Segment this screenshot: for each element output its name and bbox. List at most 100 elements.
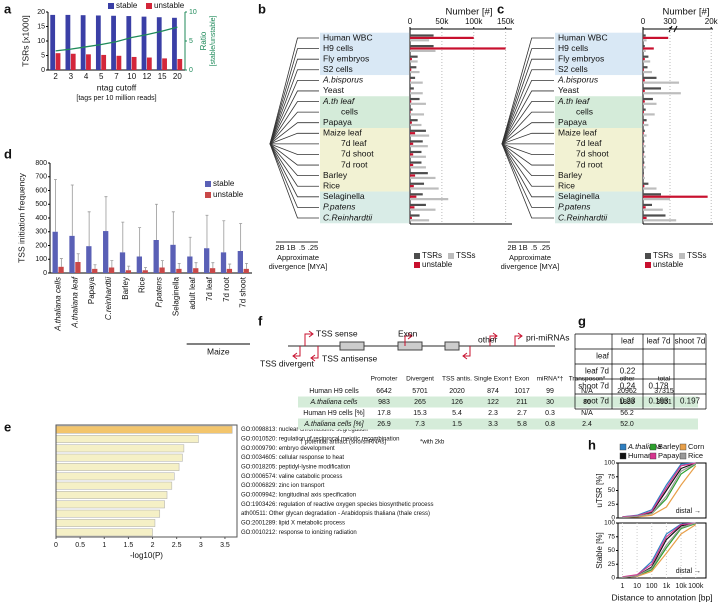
legend-swatch xyxy=(108,3,114,9)
legend-swatch xyxy=(619,443,627,451)
bar xyxy=(65,14,71,70)
bar xyxy=(103,231,109,273)
y-tick-label: 600 xyxy=(35,187,47,194)
legend-label: TSSs xyxy=(687,251,707,260)
bar xyxy=(55,500,165,509)
bar xyxy=(643,193,661,196)
bar xyxy=(410,102,426,105)
bar xyxy=(177,58,183,70)
bar xyxy=(643,166,646,169)
tree-branch xyxy=(501,48,554,145)
bar xyxy=(643,123,649,127)
error-bar xyxy=(87,211,91,247)
diagram-label: pri-miRNAs xyxy=(526,332,569,342)
scale-title: Approximate xyxy=(509,253,551,262)
species-label: cells xyxy=(576,106,593,116)
legend-swatch xyxy=(205,192,211,198)
bar xyxy=(643,172,644,175)
bar xyxy=(643,102,657,105)
y-label: TSS initiation frequency xyxy=(16,172,26,263)
table-cell: 0.8 xyxy=(545,421,555,428)
x-tick-label: 0.5 xyxy=(75,542,85,549)
go-term-label: GO:0006574: valine catabolic process xyxy=(241,474,342,480)
table-cell: 0.197 xyxy=(680,397,701,406)
table-cell: 26.9 xyxy=(377,421,391,428)
table-cell: N/A xyxy=(581,388,593,395)
exon-box xyxy=(444,341,460,351)
arrow xyxy=(489,332,498,346)
bar xyxy=(643,195,708,198)
legend-swatch xyxy=(205,181,211,187)
tree-branch xyxy=(269,48,319,144)
bar xyxy=(58,266,64,273)
bar xyxy=(410,49,436,52)
y-tick-label: 15 xyxy=(37,23,45,30)
group-band xyxy=(555,32,642,76)
bar xyxy=(126,16,132,71)
diagram-label: TSS sense xyxy=(316,328,358,338)
legend-label: Barley xyxy=(658,442,680,451)
bar xyxy=(410,81,423,84)
tree-branch xyxy=(501,58,554,145)
x-tick-label: 10 xyxy=(633,583,641,590)
bar xyxy=(643,182,649,185)
bar xyxy=(410,57,412,61)
tree-branch xyxy=(501,90,554,145)
bar xyxy=(643,110,644,114)
species-label: A.bisporus xyxy=(557,75,599,85)
diagram-f: TSS sense TSS antisense TSS divergent Ex… xyxy=(260,328,569,368)
table-cell: 265 xyxy=(414,399,426,406)
y-label: Stable [%] xyxy=(595,532,604,568)
table-cell: N/A xyxy=(581,410,593,417)
y2-tick-label: 0 xyxy=(189,67,193,74)
error-bar xyxy=(171,211,175,245)
species-label: Yeast xyxy=(323,85,345,95)
error-bar xyxy=(127,265,131,271)
bar xyxy=(410,119,418,122)
table-cell: 99 xyxy=(546,388,554,395)
bar xyxy=(410,44,434,48)
tree-branch xyxy=(269,143,319,166)
bar xyxy=(153,240,159,273)
legend-swatch xyxy=(679,452,687,460)
bar xyxy=(116,55,122,70)
bar xyxy=(410,161,422,164)
bar xyxy=(643,185,645,188)
species-label: Fly embryos xyxy=(323,53,369,63)
tree-branch xyxy=(269,143,319,187)
x-tick-label: 10 xyxy=(127,72,136,81)
table-cell: 1899 xyxy=(619,399,635,406)
bar xyxy=(75,262,81,273)
scale-title: Approximate xyxy=(277,253,319,262)
x-tick-label: 3.5 xyxy=(220,542,230,549)
go-term-label: GO:0009942: longitudinal axis specificat… xyxy=(241,493,356,499)
x-tick-label: Papaya xyxy=(87,276,96,304)
scale-title: divergence [MYA] xyxy=(269,262,328,271)
bar xyxy=(55,481,173,490)
bar xyxy=(643,70,652,74)
bar xyxy=(410,214,420,217)
bar xyxy=(410,113,425,116)
panel-label: c xyxy=(497,1,504,16)
bar xyxy=(643,55,649,58)
y-tick-label: 400 xyxy=(35,215,47,222)
bar xyxy=(410,108,413,111)
species-label: 7d root xyxy=(341,159,368,169)
legend-label: TSSs xyxy=(456,251,476,260)
table-header: miRNA*† xyxy=(537,376,564,383)
legend-swatch xyxy=(414,262,420,268)
x-label: Number [#] xyxy=(663,7,710,18)
tree-branch xyxy=(269,143,319,198)
bar xyxy=(643,206,646,209)
error-bar xyxy=(93,264,97,269)
bar xyxy=(643,129,645,132)
x-tick-label: 7d leaf xyxy=(205,276,214,301)
bar xyxy=(643,89,645,92)
bar xyxy=(410,60,418,63)
legend-label: TSRs xyxy=(653,251,673,260)
curve xyxy=(622,463,697,519)
x-tick-label: adult leaf xyxy=(188,276,197,309)
y-tick-label: 100 xyxy=(604,520,615,527)
footnote: † potential artifact (sno/snRNAs) xyxy=(300,440,386,446)
species-label: cells xyxy=(341,106,358,116)
